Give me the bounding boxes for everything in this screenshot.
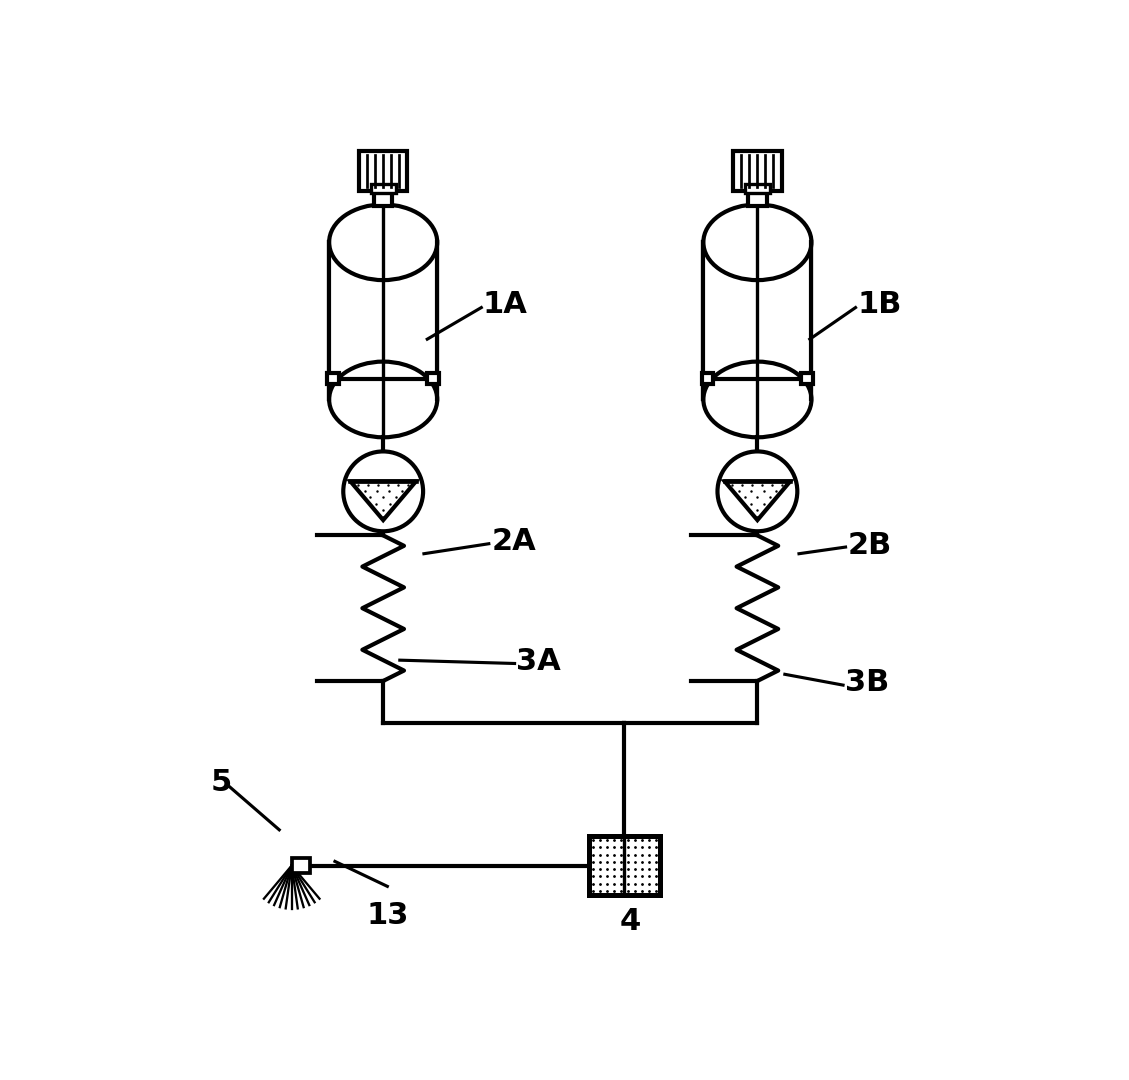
Text: 3B: 3B <box>844 669 889 697</box>
Text: 2B: 2B <box>847 531 892 559</box>
Circle shape <box>718 451 797 531</box>
Text: 1A: 1A <box>483 289 528 319</box>
Bar <box>374 191 393 206</box>
Bar <box>291 859 310 873</box>
Text: 2A: 2A <box>491 527 536 556</box>
Text: 3A: 3A <box>516 647 561 676</box>
Bar <box>749 191 767 206</box>
Bar <box>734 151 781 191</box>
Bar <box>745 185 770 193</box>
Bar <box>327 373 339 384</box>
Ellipse shape <box>703 362 812 437</box>
Text: 4: 4 <box>620 907 641 936</box>
Bar <box>703 242 812 400</box>
Bar <box>370 185 395 193</box>
Text: 1B: 1B <box>857 289 902 319</box>
Bar <box>589 836 659 894</box>
Bar <box>427 373 439 384</box>
Circle shape <box>343 451 423 531</box>
Ellipse shape <box>703 204 812 280</box>
Text: 5: 5 <box>211 768 233 797</box>
Ellipse shape <box>330 204 437 280</box>
Bar <box>702 373 714 384</box>
Bar <box>330 242 437 400</box>
Text: 13: 13 <box>366 902 409 930</box>
Ellipse shape <box>330 362 437 437</box>
Bar <box>359 151 408 191</box>
Bar <box>802 373 813 384</box>
